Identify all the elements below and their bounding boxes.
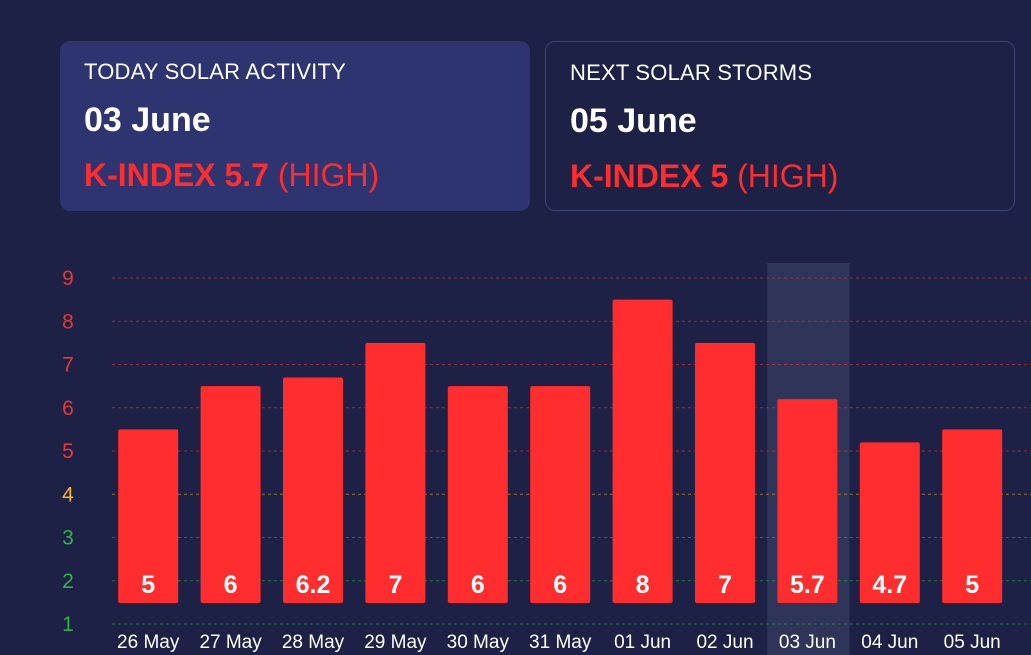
bar bbox=[118, 429, 179, 603]
y-tick-label: 4 bbox=[62, 483, 74, 506]
bar-value-label: 6 bbox=[553, 571, 567, 599]
x-tick-label: 26 May bbox=[117, 632, 180, 653]
y-tick-label: 2 bbox=[62, 570, 74, 593]
x-tick-label: 29 May bbox=[364, 632, 427, 653]
x-tick-label: 01 Jun bbox=[614, 632, 671, 653]
bar bbox=[695, 342, 755, 603]
next-storm-kindex: K-INDEX 5 (HIGH) bbox=[570, 158, 838, 195]
y-tick-label: 8 bbox=[62, 310, 74, 333]
bar-value-label: 5 bbox=[141, 571, 155, 599]
x-tick-label: 04 Jun bbox=[861, 632, 918, 653]
today-activity-label: TODAY SOLAR ACTIVITY bbox=[84, 59, 346, 84]
bar-value-label: 4.7 bbox=[872, 571, 907, 599]
bar bbox=[777, 399, 838, 603]
y-tick-label: 1 bbox=[62, 613, 74, 636]
bar-value-label: 5 bbox=[965, 571, 979, 599]
x-tick-label: 27 May bbox=[199, 632, 262, 653]
next-storm-date: 05 June bbox=[570, 102, 697, 140]
kindex-bar-chart: 1 2 3 4 5 6 7 8 9 5 26 May 6 27 May 6.2 28 May 7 29 May 6… bbox=[62, 263, 1031, 655]
x-tick-label: 02 Jun bbox=[696, 632, 753, 653]
today-kindex: K-INDEX 5.7 (HIGH) bbox=[84, 157, 379, 194]
y-tick-label: 7 bbox=[62, 354, 74, 377]
bar bbox=[530, 386, 591, 603]
y-tick-label: 5 bbox=[62, 440, 74, 463]
x-tick-label: 03 Jun bbox=[779, 632, 836, 653]
bar-value-label: 7 bbox=[388, 571, 402, 599]
y-tick-label: 9 bbox=[62, 267, 74, 290]
bar-value-label: 7 bbox=[718, 571, 732, 599]
y-tick-label: 3 bbox=[62, 527, 74, 550]
bar bbox=[942, 429, 1003, 603]
bar-value-label: 8 bbox=[636, 571, 650, 599]
today-kindex-level: (HIGH) bbox=[277, 157, 380, 193]
bar-value-label: 6.2 bbox=[296, 571, 331, 599]
today-kindex-value: K-INDEX 5.7 bbox=[84, 157, 269, 193]
next-storms-card: NEXT SOLAR STORMS 05 June K-INDEX 5 (HIG… bbox=[545, 41, 1015, 211]
bar bbox=[365, 342, 426, 603]
bar-value-label: 5.7 bbox=[790, 571, 825, 599]
bar bbox=[859, 442, 920, 603]
bar bbox=[447, 386, 508, 603]
next-kindex-value: K-INDEX 5 bbox=[570, 158, 729, 194]
bar-value-label: 6 bbox=[471, 571, 485, 599]
today-date: 03 June bbox=[84, 101, 211, 139]
bar-value-label: 6 bbox=[224, 571, 238, 599]
bar bbox=[283, 377, 343, 603]
x-tick-label: 28 May bbox=[282, 632, 345, 653]
next-storms-label: NEXT SOLAR STORMS bbox=[570, 60, 813, 85]
y-tick-label: 6 bbox=[62, 397, 74, 420]
today-activity-card: TODAY SOLAR ACTIVITY 03 June K-INDEX 5.7… bbox=[60, 41, 530, 211]
bar bbox=[200, 386, 261, 603]
bar bbox=[612, 299, 673, 603]
x-tick-label: 31 May bbox=[529, 632, 592, 653]
next-kindex-level: (HIGH) bbox=[737, 158, 839, 194]
x-tick-label: 05 Jun bbox=[944, 632, 1001, 653]
x-tick-label: 30 May bbox=[447, 632, 510, 653]
